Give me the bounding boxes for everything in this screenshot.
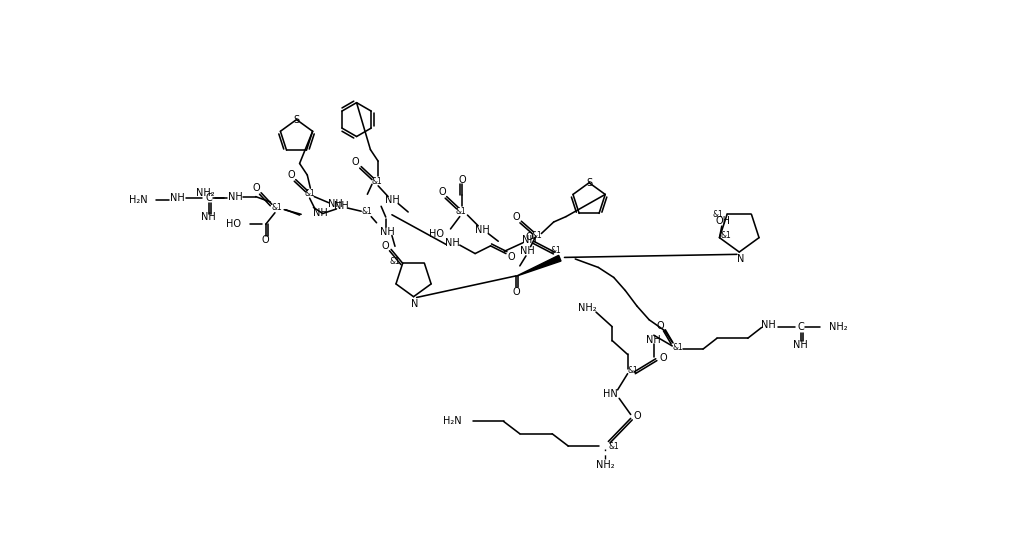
Text: NH: NH xyxy=(385,195,401,206)
Text: &1: &1 xyxy=(720,231,731,240)
Text: N: N xyxy=(738,254,745,264)
Text: O: O xyxy=(513,287,520,297)
Text: N: N xyxy=(412,299,419,308)
Text: NH₂: NH₂ xyxy=(578,304,597,313)
Text: NH₂: NH₂ xyxy=(596,459,614,470)
Text: O: O xyxy=(438,187,446,197)
Text: O: O xyxy=(382,241,389,250)
Text: OH: OH xyxy=(715,216,731,226)
Text: &1: &1 xyxy=(712,210,723,219)
Text: O: O xyxy=(513,212,521,222)
Text: C: C xyxy=(206,193,212,203)
Text: H₂N: H₂N xyxy=(443,417,462,426)
Text: O: O xyxy=(252,183,260,193)
Text: NH₂: NH₂ xyxy=(828,322,848,333)
Text: O: O xyxy=(526,232,533,242)
Text: NH: NH xyxy=(445,238,459,248)
Text: NH: NH xyxy=(793,340,808,350)
Text: S: S xyxy=(294,115,300,124)
Text: HN: HN xyxy=(603,390,619,399)
Text: O: O xyxy=(656,321,664,331)
Text: &1: &1 xyxy=(362,207,372,216)
Text: NH: NH xyxy=(520,246,535,256)
Text: NH: NH xyxy=(761,320,776,330)
Text: &1: &1 xyxy=(271,203,283,212)
Text: C: C xyxy=(797,322,804,333)
Text: O: O xyxy=(352,157,359,167)
Text: NH: NH xyxy=(380,227,395,237)
Text: S: S xyxy=(586,178,592,188)
Text: &1: &1 xyxy=(456,208,466,216)
Text: NH: NH xyxy=(170,193,185,203)
Text: &1: &1 xyxy=(551,246,561,255)
Text: O: O xyxy=(262,235,269,246)
Text: NH: NH xyxy=(647,335,661,345)
Text: NH: NH xyxy=(228,192,242,202)
Text: O: O xyxy=(508,252,516,262)
Text: NH: NH xyxy=(334,201,348,211)
Text: NH: NH xyxy=(328,199,342,209)
Text: HO: HO xyxy=(430,228,444,239)
Polygon shape xyxy=(516,255,561,276)
Text: O: O xyxy=(288,170,295,180)
Text: &1: &1 xyxy=(672,343,683,352)
Text: NH: NH xyxy=(202,213,216,222)
Text: &1: &1 xyxy=(532,230,542,240)
Text: &1: &1 xyxy=(628,366,639,375)
Text: NH: NH xyxy=(475,225,490,235)
Text: &1: &1 xyxy=(389,257,401,266)
Text: &1: &1 xyxy=(305,189,316,198)
Text: &1: &1 xyxy=(371,177,382,186)
Text: O: O xyxy=(634,411,642,421)
Text: NH: NH xyxy=(522,235,537,245)
Text: &1: &1 xyxy=(608,441,620,451)
Text: NH₂: NH₂ xyxy=(197,188,215,198)
Text: O: O xyxy=(458,175,466,184)
Text: NH: NH xyxy=(313,208,328,218)
Text: HO: HO xyxy=(226,219,241,229)
Text: O: O xyxy=(659,353,667,362)
Text: H₂N: H₂N xyxy=(129,195,148,204)
